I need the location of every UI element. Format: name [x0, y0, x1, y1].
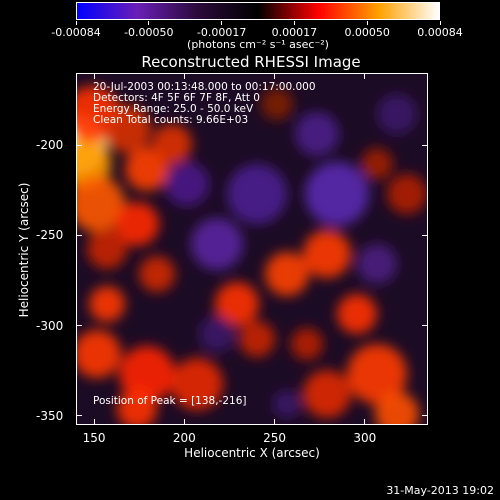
- y-axis-tick: [422, 325, 428, 327]
- emission-blob: [303, 370, 351, 418]
- reconstructed-image: [77, 74, 427, 424]
- colorbar-tick: [221, 21, 223, 25]
- colorbar-tick: [293, 21, 295, 25]
- emission-blob: [387, 174, 427, 214]
- emission-blob: [375, 392, 419, 424]
- emission-blob: [77, 330, 121, 378]
- x-axis-tick-label: 300: [353, 431, 377, 445]
- emission-blob: [152, 124, 192, 164]
- energy-range-text: Energy Range: 25.0 - 50.0 keV: [93, 103, 254, 115]
- emission-blob: [273, 390, 301, 418]
- colorbar-tick-label: -0.00050: [124, 26, 174, 39]
- colorbar: [76, 2, 440, 20]
- colorbar-tick-label: -0.00017: [196, 26, 247, 39]
- colorbar-tick: [439, 21, 441, 25]
- colorbar-tick-label: 0.00050: [344, 26, 390, 39]
- time-range-text: 20-Jul-2003 00:13:48.000 to 00:17:00.000: [93, 81, 316, 93]
- emission-blob: [295, 112, 339, 156]
- y-axis-tick-label: -200: [36, 138, 64, 153]
- y-axis-tick: [422, 144, 428, 146]
- x-axis-tick: [183, 419, 185, 425]
- emission-blob: [89, 286, 125, 322]
- x-axis-tick-label: 250: [263, 431, 287, 445]
- colorbar-tick: [148, 21, 150, 25]
- y-axis-tick: [76, 144, 82, 146]
- y-axis-label: Heliocentric Y (arcsec): [17, 182, 31, 318]
- emission-blob: [139, 256, 175, 292]
- emission-blob: [215, 282, 259, 326]
- emission-blob: [239, 321, 275, 357]
- y-axis-tick: [76, 415, 82, 417]
- x-axis-tick: [183, 73, 185, 79]
- y-axis-tick-label: -300: [36, 318, 64, 333]
- detectors-text: Detectors: 4F 5F 6F 7F 8F, Att 0: [93, 92, 260, 104]
- y-axis-tick-label: -350: [36, 408, 64, 423]
- x-axis-tick: [364, 419, 366, 425]
- emission-blob: [377, 94, 417, 134]
- emission-blob: [227, 164, 287, 224]
- x-axis-tick: [274, 419, 276, 425]
- colorbar-tick: [75, 21, 77, 25]
- generation-timestamp: 31-May-2013 19:02: [386, 484, 494, 497]
- emission-blob: [347, 344, 407, 404]
- y-axis-tick: [76, 325, 82, 327]
- emission-blob: [265, 252, 309, 296]
- peak-position-text: Position of Peak = [138,-216]: [93, 395, 247, 407]
- emission-blob: [103, 105, 151, 153]
- y-axis-tick: [422, 415, 428, 417]
- y-axis-tick: [422, 234, 428, 236]
- colorbar-tick: [366, 21, 368, 25]
- x-axis-tick: [274, 73, 276, 79]
- emission-blob: [291, 328, 323, 360]
- x-axis-tick-label: 150: [82, 431, 106, 445]
- emission-blob: [303, 230, 351, 278]
- x-axis-tick: [93, 73, 95, 79]
- x-axis-label: Heliocentric X (arcsec): [184, 446, 320, 460]
- emission-blob: [171, 358, 223, 410]
- emission-blob: [199, 316, 235, 352]
- emission-blob: [119, 346, 175, 402]
- emission-blob: [115, 202, 159, 246]
- image-title: Reconstructed RHESSI Image: [141, 53, 361, 71]
- clean-counts-text: Clean Total counts: 9.66E+03: [93, 114, 249, 126]
- y-axis-tick: [76, 234, 82, 236]
- colorbar-unit-label: (photons cm⁻² s⁻¹ asec⁻²): [187, 38, 329, 51]
- emission-blob: [191, 218, 243, 270]
- emission-blob: [117, 389, 157, 424]
- colorbar-tick-label: -0.00084: [51, 26, 101, 39]
- emission-blob: [337, 294, 377, 334]
- colorbar-tick-label: 0.00017: [271, 26, 318, 39]
- image-plot-area: 20-Jul-2003 00:13:48.000 to 00:17:00.000…: [76, 73, 428, 425]
- emission-blob: [261, 88, 293, 120]
- emission-blob: [305, 162, 369, 226]
- emission-blob: [361, 148, 393, 180]
- emission-blob: [87, 229, 127, 269]
- y-axis-tick-label: -250: [36, 228, 64, 243]
- x-axis-tick: [364, 73, 366, 79]
- x-axis-tick-label: 200: [172, 431, 196, 445]
- colorbar-tick-label: 0.00084: [417, 26, 463, 39]
- emission-blob: [357, 244, 397, 284]
- emission-blob: [165, 162, 209, 206]
- emission-blob: [77, 176, 125, 232]
- x-axis-tick: [93, 419, 95, 425]
